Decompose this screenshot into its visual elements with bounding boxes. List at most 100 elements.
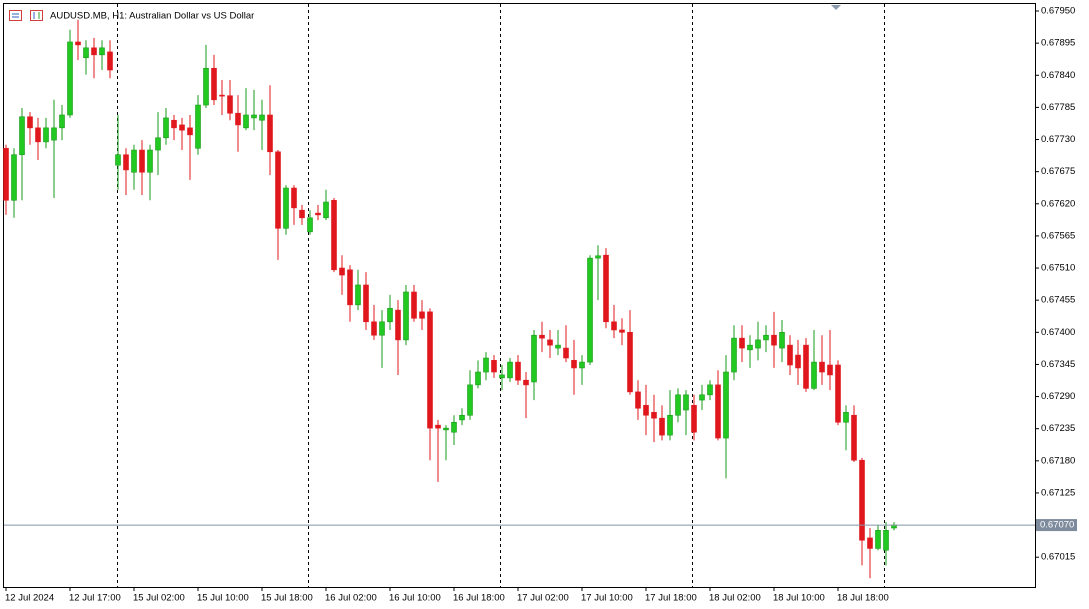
candle-body <box>179 124 185 131</box>
candle-body <box>571 360 577 369</box>
candle-body <box>155 137 161 151</box>
candle-body <box>67 41 73 116</box>
candle-body <box>363 284 369 323</box>
candle-body <box>323 201 329 219</box>
y-tick-label: 0.67840 <box>1041 70 1075 81</box>
x-tick-label: 12 Jul 17:00 <box>69 593 121 604</box>
candle-body <box>11 154 17 201</box>
candle-body <box>275 151 281 229</box>
x-tick-label: 17 Jul 10:00 <box>581 593 633 604</box>
x-tick-label: 15 Jul 02:00 <box>133 593 185 604</box>
candle-body <box>27 116 33 129</box>
candle-body <box>491 360 497 373</box>
x-tick-label: 16 Jul 18:00 <box>453 593 505 604</box>
candle-body <box>139 149 145 173</box>
candle-body <box>883 530 889 551</box>
candle-body <box>299 209 305 219</box>
y-tick-label: 0.67675 <box>1041 166 1075 177</box>
icon[interactable] <box>30 10 43 21</box>
candle-body <box>859 459 865 541</box>
candle-body <box>587 257 593 363</box>
candle-body <box>251 114 257 119</box>
candle-body <box>219 94 225 97</box>
x-tick-label: 16 Jul 10:00 <box>389 593 441 604</box>
candle-body <box>203 67 209 106</box>
candle-body <box>819 361 825 373</box>
x-tick-label: 16 Jul 02:00 <box>325 593 377 604</box>
candle-body <box>547 339 553 346</box>
candle-body <box>387 308 393 323</box>
candle-body <box>451 421 457 433</box>
candle-body <box>355 284 361 306</box>
candle-body <box>683 394 689 411</box>
candle-body <box>19 116 25 156</box>
candle-body <box>651 412 657 419</box>
y-tick-label: 0.67510 <box>1041 263 1075 274</box>
candle-body <box>75 41 81 46</box>
chart-title: AUDUSD.MB, H1: Australian Dollar vs US D… <box>50 11 254 22</box>
candle-body <box>635 391 641 409</box>
y-tick-label: 0.67785 <box>1041 102 1075 113</box>
candle-body <box>235 112 241 126</box>
header-icons <box>9 10 43 21</box>
candle-body <box>131 149 137 173</box>
candle-body <box>723 371 729 439</box>
candle-body <box>611 321 617 331</box>
candle-body <box>99 47 105 56</box>
candle-body <box>827 364 833 376</box>
candle-body <box>579 361 585 369</box>
candle-body <box>347 269 353 306</box>
candle-body <box>339 267 345 276</box>
candle-body <box>563 347 569 359</box>
y-tick-label: 0.67180 <box>1041 455 1075 466</box>
y-tick-label: 0.67950 <box>1041 6 1075 17</box>
candle-body <box>843 412 849 423</box>
candle-body <box>195 104 201 149</box>
candle-body <box>459 414 465 421</box>
y-tick-label: 0.67345 <box>1041 359 1075 370</box>
current-price-box <box>1036 519 1077 532</box>
candle-body <box>643 405 649 416</box>
candle-body <box>91 47 97 56</box>
candle-body <box>171 119 177 129</box>
candle-body <box>395 309 401 341</box>
y-tick-label: 0.67620 <box>1041 198 1075 209</box>
shift-marker[interactable] <box>831 5 841 10</box>
candle-body <box>259 114 265 121</box>
candle-body <box>851 414 857 461</box>
candle-body <box>243 114 249 129</box>
candle-body <box>123 154 129 171</box>
candle-body <box>51 127 57 141</box>
x-tick-label: 18 Jul 02:00 <box>709 593 761 604</box>
candle-body <box>467 384 473 416</box>
candle-body <box>531 334 537 383</box>
candle-body <box>3 147 9 201</box>
candle-body <box>555 344 561 349</box>
candle-body <box>667 414 673 436</box>
candle-body <box>435 424 441 429</box>
candle-body <box>755 339 761 349</box>
y-tick-label: 0.67455 <box>1041 295 1075 306</box>
candle-body <box>427 311 433 429</box>
candle-body <box>267 114 273 153</box>
candle-body <box>283 187 289 229</box>
candle-body <box>419 311 425 319</box>
candle-body <box>835 364 841 423</box>
candle-body <box>331 199 337 271</box>
candle-body <box>779 332 785 349</box>
y-tick-label: 0.67565 <box>1041 230 1075 241</box>
candle-body <box>595 255 601 259</box>
icon[interactable] <box>9 10 22 21</box>
candle-body <box>787 344 793 366</box>
candle-body <box>731 337 737 373</box>
candle-body <box>211 67 217 101</box>
candle-body <box>603 254 609 323</box>
candle-body <box>763 334 769 341</box>
candle-body <box>43 127 49 143</box>
candle-body <box>307 217 313 233</box>
candle-body <box>659 417 665 436</box>
x-tick-label: 17 Jul 18:00 <box>645 593 697 604</box>
y-tick-label: 0.67290 <box>1041 391 1075 402</box>
x-tick-label: 18 Jul 18:00 <box>837 593 889 604</box>
